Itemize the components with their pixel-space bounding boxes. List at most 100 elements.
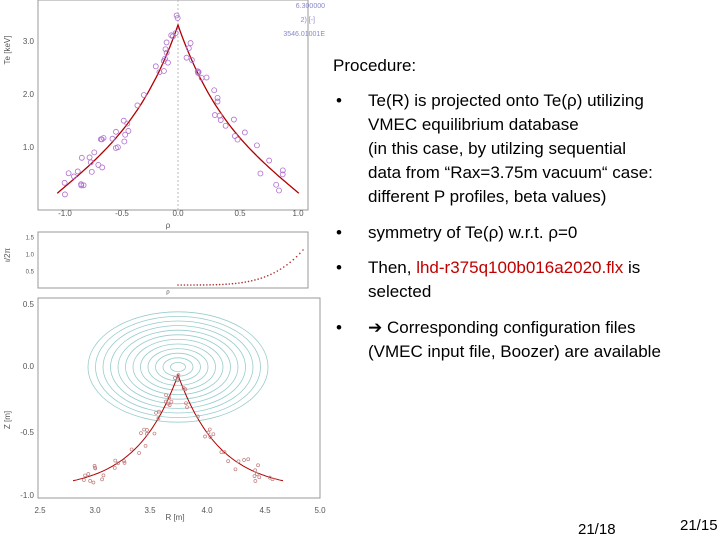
x-tick-label: 0.5	[234, 209, 246, 218]
iota-point	[254, 279, 256, 281]
profile-point	[187, 40, 194, 46]
te-point	[270, 477, 275, 482]
text-run: data from “Rax=3.75m vacuum“ case:	[368, 163, 653, 182]
profile-point	[87, 159, 94, 166]
text-run: different P profiles, beta values)	[368, 187, 607, 206]
profile-point	[86, 154, 93, 161]
profile-point	[279, 167, 286, 174]
profile-point	[173, 12, 180, 19]
te-point	[143, 443, 148, 448]
bullet-marker: •	[336, 318, 342, 337]
y-tick-label: 2.0	[23, 90, 35, 99]
iota-point	[196, 284, 199, 286]
te-point	[113, 458, 118, 463]
iota-point	[199, 284, 202, 286]
profile-point	[163, 39, 170, 46]
y-tick-label: -1.0	[20, 491, 34, 500]
surfaces-frame	[37, 297, 321, 499]
te-vs-r	[72, 373, 284, 482]
te-point	[185, 405, 189, 410]
profile-point	[279, 171, 286, 178]
flux-surface	[125, 334, 231, 400]
te-point	[257, 475, 262, 480]
text-run: Te(R) is projected onto Te(ρ) utilizing	[368, 91, 644, 110]
te-point	[207, 427, 212, 432]
iota-point	[263, 276, 266, 278]
iota-point	[231, 282, 234, 285]
profile-point	[188, 57, 195, 63]
flux-surface	[95, 315, 261, 418]
profile-fit	[56, 23, 300, 194]
iota-point	[228, 283, 231, 285]
te-point	[91, 480, 96, 485]
flux-surface	[155, 352, 201, 382]
profile-point	[124, 120, 131, 127]
profile-point	[78, 182, 85, 189]
profile-point	[257, 170, 264, 177]
iota-point	[279, 268, 282, 270]
profile-point	[222, 122, 229, 129]
profile-point	[120, 117, 127, 124]
te-point	[203, 434, 207, 439]
te-point	[242, 458, 246, 462]
te-point	[176, 373, 181, 377]
profile-point	[134, 102, 141, 109]
te-point	[112, 466, 117, 470]
profile-point	[112, 145, 119, 151]
iota-point	[206, 284, 208, 286]
highlight: lhd-r375q100b016a2020.flx	[416, 258, 624, 277]
iota-point	[186, 284, 189, 286]
x-tick-label: 2.5	[34, 506, 46, 515]
profile-point	[122, 131, 129, 138]
text-run: VMEC equilibrium database	[368, 115, 579, 134]
te-point	[129, 447, 134, 452]
te-point	[83, 473, 87, 478]
profile-point	[95, 162, 102, 168]
profile-point	[230, 116, 237, 123]
profile-point	[183, 54, 190, 61]
profile-point	[152, 63, 159, 70]
profile-point	[71, 173, 77, 180]
x-tick-label: 3.5	[144, 506, 156, 515]
te-point	[101, 473, 106, 478]
te-point	[157, 409, 161, 414]
profile-point	[273, 181, 280, 188]
te-point	[206, 430, 211, 435]
te-point	[139, 431, 143, 435]
bullet-line: Then, lhd-r375q100b016a2020.flx is	[368, 256, 640, 280]
flux-surface	[170, 361, 186, 372]
iota-point	[266, 274, 269, 277]
bullet-line: VMEC equilibrium database	[368, 113, 579, 137]
bullet-marker: •	[336, 91, 342, 110]
profile-point	[162, 46, 169, 53]
x-tick-label: -0.5	[115, 209, 129, 218]
flux-surface	[140, 343, 216, 391]
flux-surface	[117, 329, 239, 405]
y-tick-label: -0.5	[20, 428, 34, 437]
text-run: (VMEC input file, Boozer) are available	[368, 342, 661, 361]
profile-point	[100, 135, 107, 141]
flux-surface	[132, 338, 224, 395]
profile-point	[78, 154, 85, 161]
te-point	[156, 416, 161, 421]
iota-point	[244, 281, 247, 283]
te-point	[183, 387, 188, 392]
te-point	[122, 459, 126, 463]
y-tick-label: 1.0	[26, 253, 35, 259]
x-tick-label: 4.0	[201, 506, 213, 515]
iota-point	[298, 252, 301, 255]
iota-point	[215, 283, 218, 286]
profile-point	[65, 170, 72, 177]
te-point	[122, 461, 127, 465]
profile-point	[234, 136, 241, 143]
x-tick-label: 4.5	[259, 506, 271, 515]
profile-point	[211, 112, 218, 118]
profile-point	[91, 149, 98, 156]
text-run: selected	[368, 282, 432, 301]
profile-point	[172, 30, 179, 36]
te-point	[154, 410, 158, 415]
te-point	[82, 478, 86, 482]
te-point	[167, 403, 172, 407]
profile-point	[74, 168, 81, 175]
bullet-marker: •	[336, 258, 342, 277]
